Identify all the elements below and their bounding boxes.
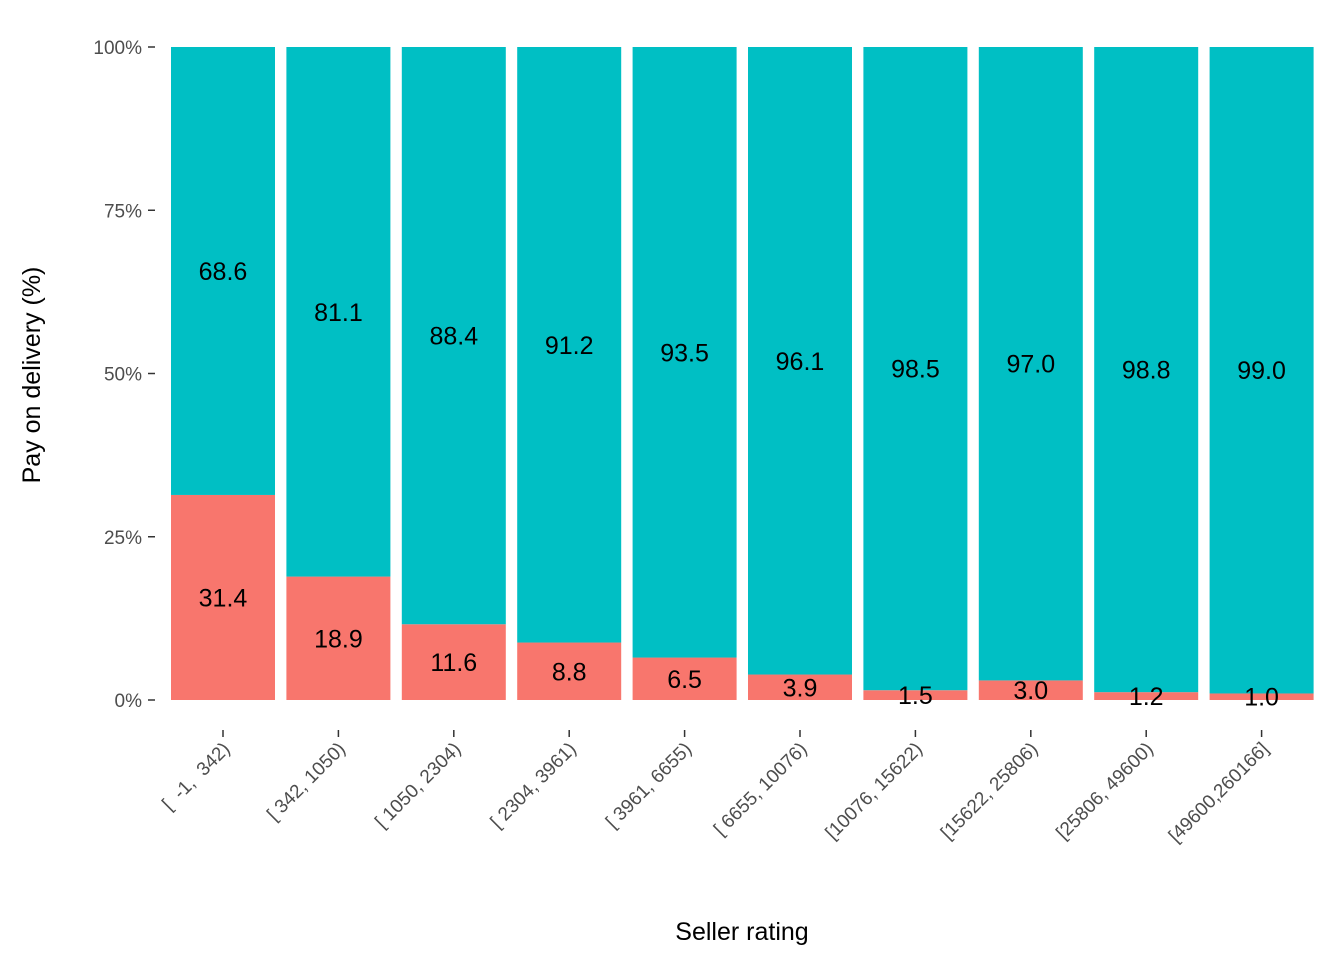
x-tick-label-1: [ 342, 1050) <box>263 739 350 826</box>
bars-group <box>171 47 1314 700</box>
bar-segment-top-8 <box>1094 47 1199 693</box>
bar-segment-top-4 <box>632 47 737 658</box>
y-tick-label-2: 50% <box>104 365 142 386</box>
x-tick-label-8: [25806, 49600) <box>1052 739 1157 844</box>
data-label-bottom-7: 3.0 <box>1013 677 1048 705</box>
bar-segment-bottom-8 <box>1094 692 1199 700</box>
data-label-top-1: 81.1 <box>314 299 363 327</box>
bar-segment-bottom-7 <box>978 680 1083 700</box>
y-tick-label-3: 75% <box>104 201 142 222</box>
y-axis-title: Pay on delivery (%) <box>18 267 46 484</box>
bar-segment-bottom-1 <box>286 576 391 700</box>
bar-segment-top-2 <box>401 47 506 625</box>
y-tick-label-1: 25% <box>104 528 142 549</box>
data-label-bottom-8: 1.2 <box>1129 683 1164 711</box>
x-tick-label-7: [15622, 25806) <box>937 739 1042 844</box>
data-label-top-6: 98.5 <box>891 356 940 384</box>
data-label-bottom-1: 18.9 <box>314 625 363 653</box>
bar-segment-bottom-3 <box>517 642 622 700</box>
data-label-bottom-0: 31.4 <box>199 584 248 612</box>
x-tick-label-0: [ -1, 342) <box>158 739 234 815</box>
x-axis-title: Seller rating <box>675 918 808 946</box>
bar-segment-top-1 <box>286 47 391 577</box>
data-label-bottom-6: 1.5 <box>898 682 933 710</box>
data-label-top-7: 97.0 <box>1006 351 1055 379</box>
x-tick-label-2: [ 1050, 2304) <box>371 739 465 833</box>
y-axis: 0% 25% 50% 75% 100% <box>93 38 155 712</box>
x-tick-label-5: [ 6655, 10076) <box>710 739 812 841</box>
y-tick-label-4: 100% <box>93 38 142 59</box>
bar-segment-bottom-4 <box>632 657 737 700</box>
bar-segment-top-5 <box>748 47 852 675</box>
bar-segment-top-7 <box>978 47 1083 681</box>
bar-segment-top-6 <box>863 47 968 691</box>
x-tick-label-9: [49600,260166] <box>1165 739 1273 847</box>
bar-segment-bottom-9 <box>1209 693 1314 700</box>
data-label-bottom-2: 11.6 <box>430 649 477 677</box>
bar-segment-top-9 <box>1209 47 1314 694</box>
data-label-top-4: 93.5 <box>660 339 709 367</box>
data-label-top-2: 88.4 <box>429 323 478 351</box>
bar-segment-top-3 <box>517 47 622 643</box>
data-label-top-0: 68.6 <box>199 258 248 286</box>
bar-segment-bottom-0 <box>171 494 275 700</box>
data-label-top-3: 91.2 <box>545 332 594 360</box>
bar-segment-bottom-2 <box>401 624 506 700</box>
bar-segment-bottom-5 <box>748 674 852 700</box>
x-tick-label-4: [ 3961, 6655) <box>602 739 696 833</box>
x-tick-label-3: [ 2304, 3961) <box>487 739 581 833</box>
data-label-top-5: 96.1 <box>776 348 825 376</box>
data-label-bottom-4: 6.5 <box>667 666 702 694</box>
data-label-bottom-9: 1.0 <box>1244 684 1279 712</box>
data-label-top-8: 98.8 <box>1122 357 1171 385</box>
data-label-bottom-3: 8.8 <box>552 658 587 686</box>
data-label-bottom-5: 3.9 <box>783 674 818 702</box>
bar-segment-bottom-6 <box>863 690 968 700</box>
bar-segment-top-0 <box>171 47 275 495</box>
data-labels-group: 31.4 68.6 18.9 81.1 11.6 88.4 8.8 91.2 6.5 93.5 3.… <box>199 258 1286 712</box>
x-tick-label-6: [10076, 15622) <box>822 739 927 844</box>
data-label-top-9: 99.0 <box>1237 357 1286 385</box>
x-axis: [ -1, 342) [ 342, 1050)[ 1050, 2304)[ 230… <box>158 730 1273 847</box>
y-tick-label-0: 0% <box>115 691 143 712</box>
